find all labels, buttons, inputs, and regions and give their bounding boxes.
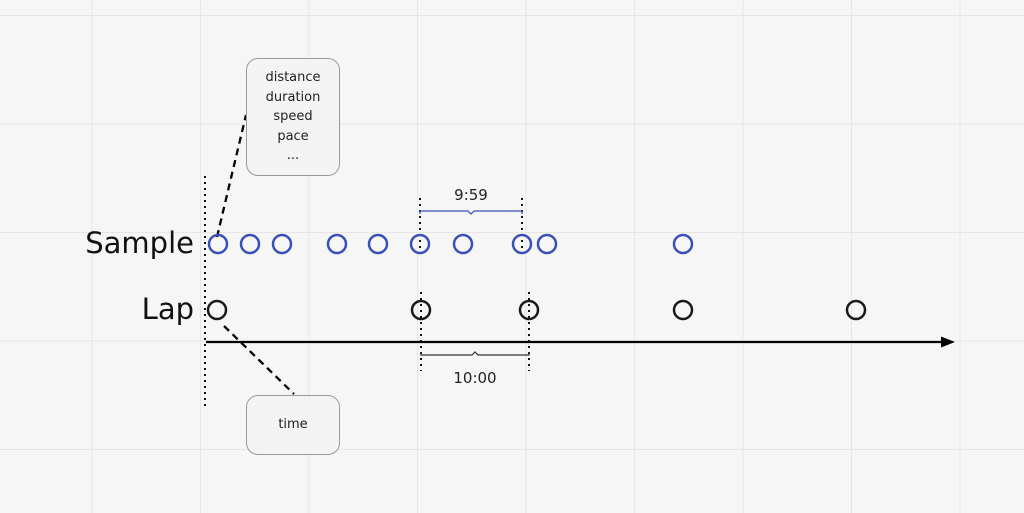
lap-marker [410, 299, 432, 321]
lap-field-note: time [246, 395, 340, 455]
note-field-duration: duration [265, 89, 321, 105]
sample-marker [536, 233, 558, 255]
sample-marker [409, 233, 431, 255]
lap-interval-label: 10:00 [453, 369, 497, 387]
sample-marker [207, 233, 229, 255]
sample-marker [672, 233, 694, 255]
lap-marker [672, 299, 694, 321]
note-field-speed: speed [273, 109, 313, 125]
time-axis-arrowhead [941, 336, 955, 348]
lap-marker [845, 299, 867, 321]
sample-interval-label: 9:59 [454, 186, 488, 204]
sample-marker [511, 233, 533, 255]
note-field-distance: distance [265, 70, 321, 86]
sample-interval-bracket [419, 210, 523, 215]
lap-interval-bracket [420, 351, 530, 356]
sample-note-connector [215, 114, 248, 238]
sample-marker [326, 233, 348, 255]
sample-marker [239, 233, 261, 255]
note-field-time: time [278, 417, 308, 433]
lap-row-label: Lap [141, 292, 194, 326]
sample-marker [452, 233, 474, 255]
sample-fields-note: distance duration speed pace ... [246, 58, 340, 176]
lap-marker [518, 299, 540, 321]
lap-note-connector [223, 325, 295, 395]
note-field-ellipsis: ... [286, 148, 300, 164]
sample-marker [367, 233, 389, 255]
note-field-pace: pace [277, 128, 309, 144]
sample-marker [271, 233, 293, 255]
lap-marker [206, 299, 228, 321]
sample-row-label: Sample [85, 226, 194, 260]
